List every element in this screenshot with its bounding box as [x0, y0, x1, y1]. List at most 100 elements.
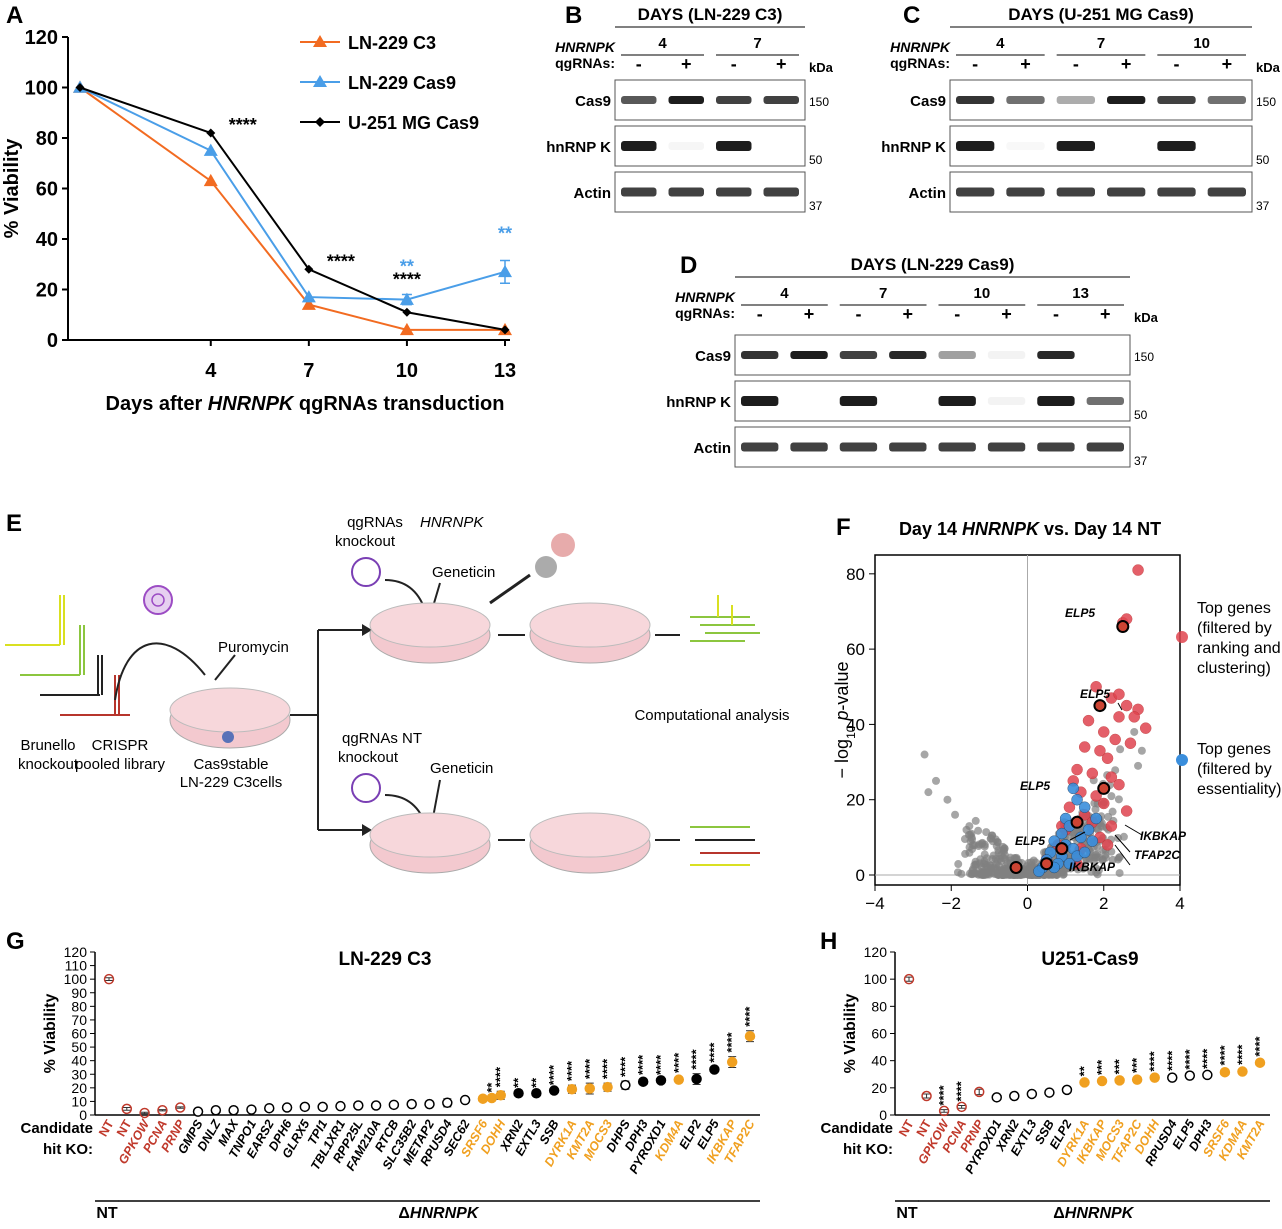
data-point — [299, 1101, 311, 1113]
y-axis-label: % Viability — [842, 994, 859, 1074]
qg-hnrnpk-label-2: HNRNPK — [420, 514, 484, 531]
y-tick-label: 0 — [879, 1107, 887, 1123]
essential-gene-point — [1033, 865, 1045, 877]
data-point — [353, 1100, 364, 1111]
data-point — [548, 1085, 560, 1096]
data-point — [402, 307, 412, 317]
data-point — [317, 1101, 328, 1113]
dish-icon — [369, 812, 491, 874]
x-tick-label: 0 — [1023, 894, 1032, 913]
data-point — [192, 1106, 204, 1117]
data-point — [495, 1090, 506, 1101]
top-gene-point — [1098, 726, 1110, 738]
legend-marker-red — [1176, 631, 1188, 643]
day-label: 10 — [974, 285, 991, 302]
highlighted-gene-point — [1097, 781, 1111, 795]
highlighted-gene-point — [1116, 620, 1130, 634]
protein-band — [1006, 96, 1045, 104]
protein-band — [763, 96, 799, 104]
data-point — [991, 1092, 1002, 1103]
gene-point — [1108, 807, 1117, 816]
gene-label: ELP5 — [1080, 687, 1110, 701]
data-point — [301, 297, 316, 310]
data-point — [1061, 1084, 1073, 1096]
data-point — [75, 83, 85, 92]
y-tick-label: 80 — [36, 128, 58, 150]
top-gene-point — [1120, 699, 1133, 712]
sign-label: + — [776, 54, 787, 74]
legend-marker — [313, 35, 327, 47]
error-bar — [975, 1088, 984, 1096]
protein-band — [839, 396, 878, 406]
protein-band — [1037, 351, 1075, 359]
data-point — [921, 1090, 932, 1102]
chart-a: 0 20 40 60 80 100 120 4 7 10 13 % Viability Days aft… — [1, 27, 516, 415]
dish-icon — [169, 687, 291, 749]
sign-label: + — [1222, 54, 1233, 74]
protein-band — [956, 96, 995, 104]
gene-point — [961, 849, 970, 858]
highlighted-gene-point — [1055, 842, 1069, 856]
mw-label: 50 — [1134, 408, 1148, 422]
geneticin-label-1: Geneticin — [432, 564, 495, 581]
gene-label-pointer — [1069, 831, 1086, 841]
gene-point — [920, 750, 929, 759]
gene-point — [932, 776, 940, 785]
sign-label: - — [1053, 304, 1059, 324]
hit-label-line1: Candidate — [20, 1120, 93, 1137]
day-label: 4 — [658, 35, 667, 52]
sign-label: + — [903, 304, 914, 324]
library-label-crispr: CRISPR — [92, 737, 149, 754]
gene-point — [993, 857, 1002, 866]
data-point — [370, 1100, 382, 1111]
plasmid-icon — [351, 557, 381, 587]
data-point — [174, 1102, 186, 1113]
gene-point — [987, 831, 996, 840]
significance-label: ** — [484, 1082, 499, 1093]
protein-band — [741, 351, 779, 359]
error-bar — [940, 1109, 949, 1113]
panel-letter-g: G — [6, 928, 25, 955]
sign-label: + — [1020, 54, 1031, 74]
protein-band — [1037, 442, 1075, 452]
highlighted-gene-point — [1040, 857, 1054, 871]
gene-point — [943, 795, 952, 804]
error-bar — [957, 1104, 966, 1109]
data-point — [602, 1081, 613, 1093]
protein-band — [1086, 442, 1124, 452]
top-gene-point — [1124, 737, 1137, 749]
top-gene-point — [1113, 688, 1125, 701]
qg-nt-label-1: qgRNAs NT — [342, 730, 422, 747]
error-bar — [158, 1109, 167, 1112]
significance-label: **** — [706, 1042, 721, 1063]
data-point — [1167, 1072, 1178, 1083]
gene-point — [990, 869, 999, 878]
protein-band — [956, 141, 995, 151]
protein-band — [1157, 141, 1196, 151]
data-point — [513, 1088, 524, 1099]
legend-label-red: Top genes — [1197, 600, 1271, 617]
day-label: 7 — [1097, 35, 1105, 52]
plot-title: U251-Cas9 — [1041, 949, 1138, 970]
plot-title: LN-229 C3 — [339, 949, 432, 970]
gene-point — [1116, 745, 1125, 754]
protein-band — [938, 351, 976, 359]
kda-label: kDa — [1134, 310, 1159, 325]
protein-band — [1157, 187, 1196, 197]
gene-point — [1108, 855, 1117, 864]
top-gene-point — [1132, 564, 1144, 576]
y-axis-label: % Viability — [42, 994, 59, 1074]
y-axis-label: − log10 p-value — [832, 662, 858, 779]
significance-label: *** — [1112, 1058, 1127, 1074]
top-gene-point — [1128, 711, 1140, 723]
mw-label: 50 — [809, 153, 823, 167]
data-point — [206, 128, 216, 138]
protein-band — [987, 351, 1026, 359]
protein-band — [1056, 141, 1095, 151]
y-tick-label: 20 — [71, 1080, 87, 1096]
legend-marker-blue — [1176, 754, 1188, 766]
library-label-knockout: knockout — [18, 756, 79, 773]
y-axis-label: % Viability — [1, 138, 23, 239]
branch-arrows — [290, 629, 362, 831]
